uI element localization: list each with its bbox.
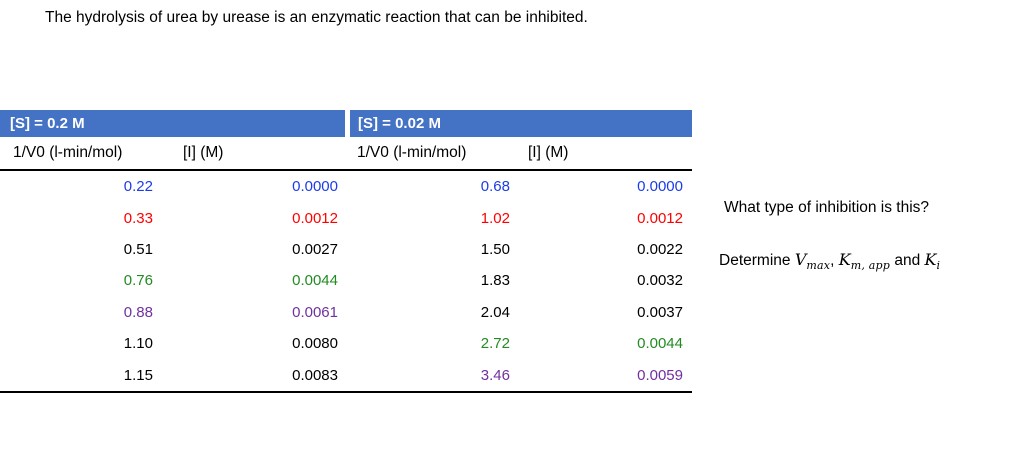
km-symbol: K (838, 250, 851, 269)
table-body: 0.22 0.0000 0.68 0.0000 0.33 0.0012 1.02… (0, 171, 692, 391)
determine-prefix: Determine (719, 252, 795, 269)
column-headers-row: 1/V0 (l-min/mol) [I] (M) 1/V0 (l-min/mol… (0, 137, 692, 169)
col-header-i-right: [I] (M) (528, 144, 569, 161)
v0-value: 2.04 (480, 303, 510, 321)
and-text: and (890, 252, 925, 269)
inhibitor-value: 0.0061 (292, 303, 338, 321)
table-header-s-0.2M: [S] = 0.2 M (0, 110, 345, 137)
v0-value: 0.68 (480, 178, 510, 196)
inhibitor-value: 0.0080 (292, 335, 338, 353)
inhibitor-value: 0.0037 (637, 303, 683, 321)
v0-value: 3.46 (480, 366, 510, 384)
inhibitor-value: 0.0032 (637, 272, 683, 290)
table-header-s-0.02M: [S] = 0.02 M (350, 110, 692, 137)
col-header-1v0-right: 1/V0 (l-min/mol) (357, 144, 467, 161)
table-row: 0.51 0.0027 1.50 0.0022 (0, 234, 692, 265)
v0-value: 0.76 (123, 272, 153, 290)
table-row: 1.10 0.0080 2.72 0.0044 (0, 328, 692, 359)
v0-value: 0.33 (123, 209, 153, 227)
table-bottom-rule (0, 391, 692, 393)
vmax-subscript: max (806, 259, 831, 272)
table-row: 0.33 0.0012 1.02 0.0012 (0, 202, 692, 233)
inhibitor-value: 0.0022 (637, 241, 683, 259)
inhibitor-value: 0.0083 (292, 366, 338, 384)
inhibitor-value: 0.0044 (292, 272, 338, 290)
v0-value: 0.51 (123, 241, 153, 259)
v0-value: 2.72 (480, 335, 510, 353)
ki-symbol: K (924, 250, 937, 269)
table-header-band: [S] = 0.2 M [S] = 0.02 M (0, 110, 692, 137)
v0-value: 1.02 (480, 209, 510, 227)
table-row: 0.76 0.0044 1.83 0.0032 (0, 265, 692, 296)
v0-value: 1.50 (480, 241, 510, 259)
v0-value: 1.83 (480, 272, 510, 290)
table-row: 0.88 0.0061 2.04 0.0037 (0, 297, 692, 328)
inhibitor-value: 0.0000 (292, 178, 338, 196)
question-determine-parameters: Determine Vmax, Km, app and Ki (719, 250, 940, 272)
v0-value: 0.22 (123, 178, 153, 196)
kinetics-tables: [S] = 0.2 M [S] = 0.02 M 1/V0 (l-min/mol… (0, 110, 692, 393)
v0-value: 1.15 (123, 366, 153, 384)
table-row: 1.15 0.0083 3.46 0.0059 (0, 360, 692, 391)
problem-statement: The hydrolysis of urea by urease is an e… (45, 9, 588, 26)
question-inhibition-type: What type of inhibition is this? (724, 199, 930, 216)
col-header-1v0-left: 1/V0 (l-min/mol) (13, 144, 123, 161)
table-row: 0.22 0.0000 0.68 0.0000 (0, 171, 692, 202)
inhibitor-value: 0.0012 (637, 209, 683, 227)
inhibitor-value: 0.0027 (292, 241, 338, 259)
comma-separator: , (830, 252, 839, 269)
km-subscript: m, app (850, 259, 891, 272)
table-top-rule (0, 169, 692, 171)
inhibitor-value: 0.0000 (637, 178, 683, 196)
v0-value: 0.88 (123, 303, 153, 321)
inhibitor-value: 0.0059 (637, 366, 683, 384)
inhibitor-value: 0.0044 (637, 335, 683, 353)
col-header-i-left: [I] (M) (183, 144, 224, 161)
ki-subscript: i (936, 259, 941, 272)
inhibitor-value: 0.0012 (292, 209, 338, 227)
vmax-symbol: V (794, 250, 807, 269)
v0-value: 1.10 (123, 335, 153, 353)
